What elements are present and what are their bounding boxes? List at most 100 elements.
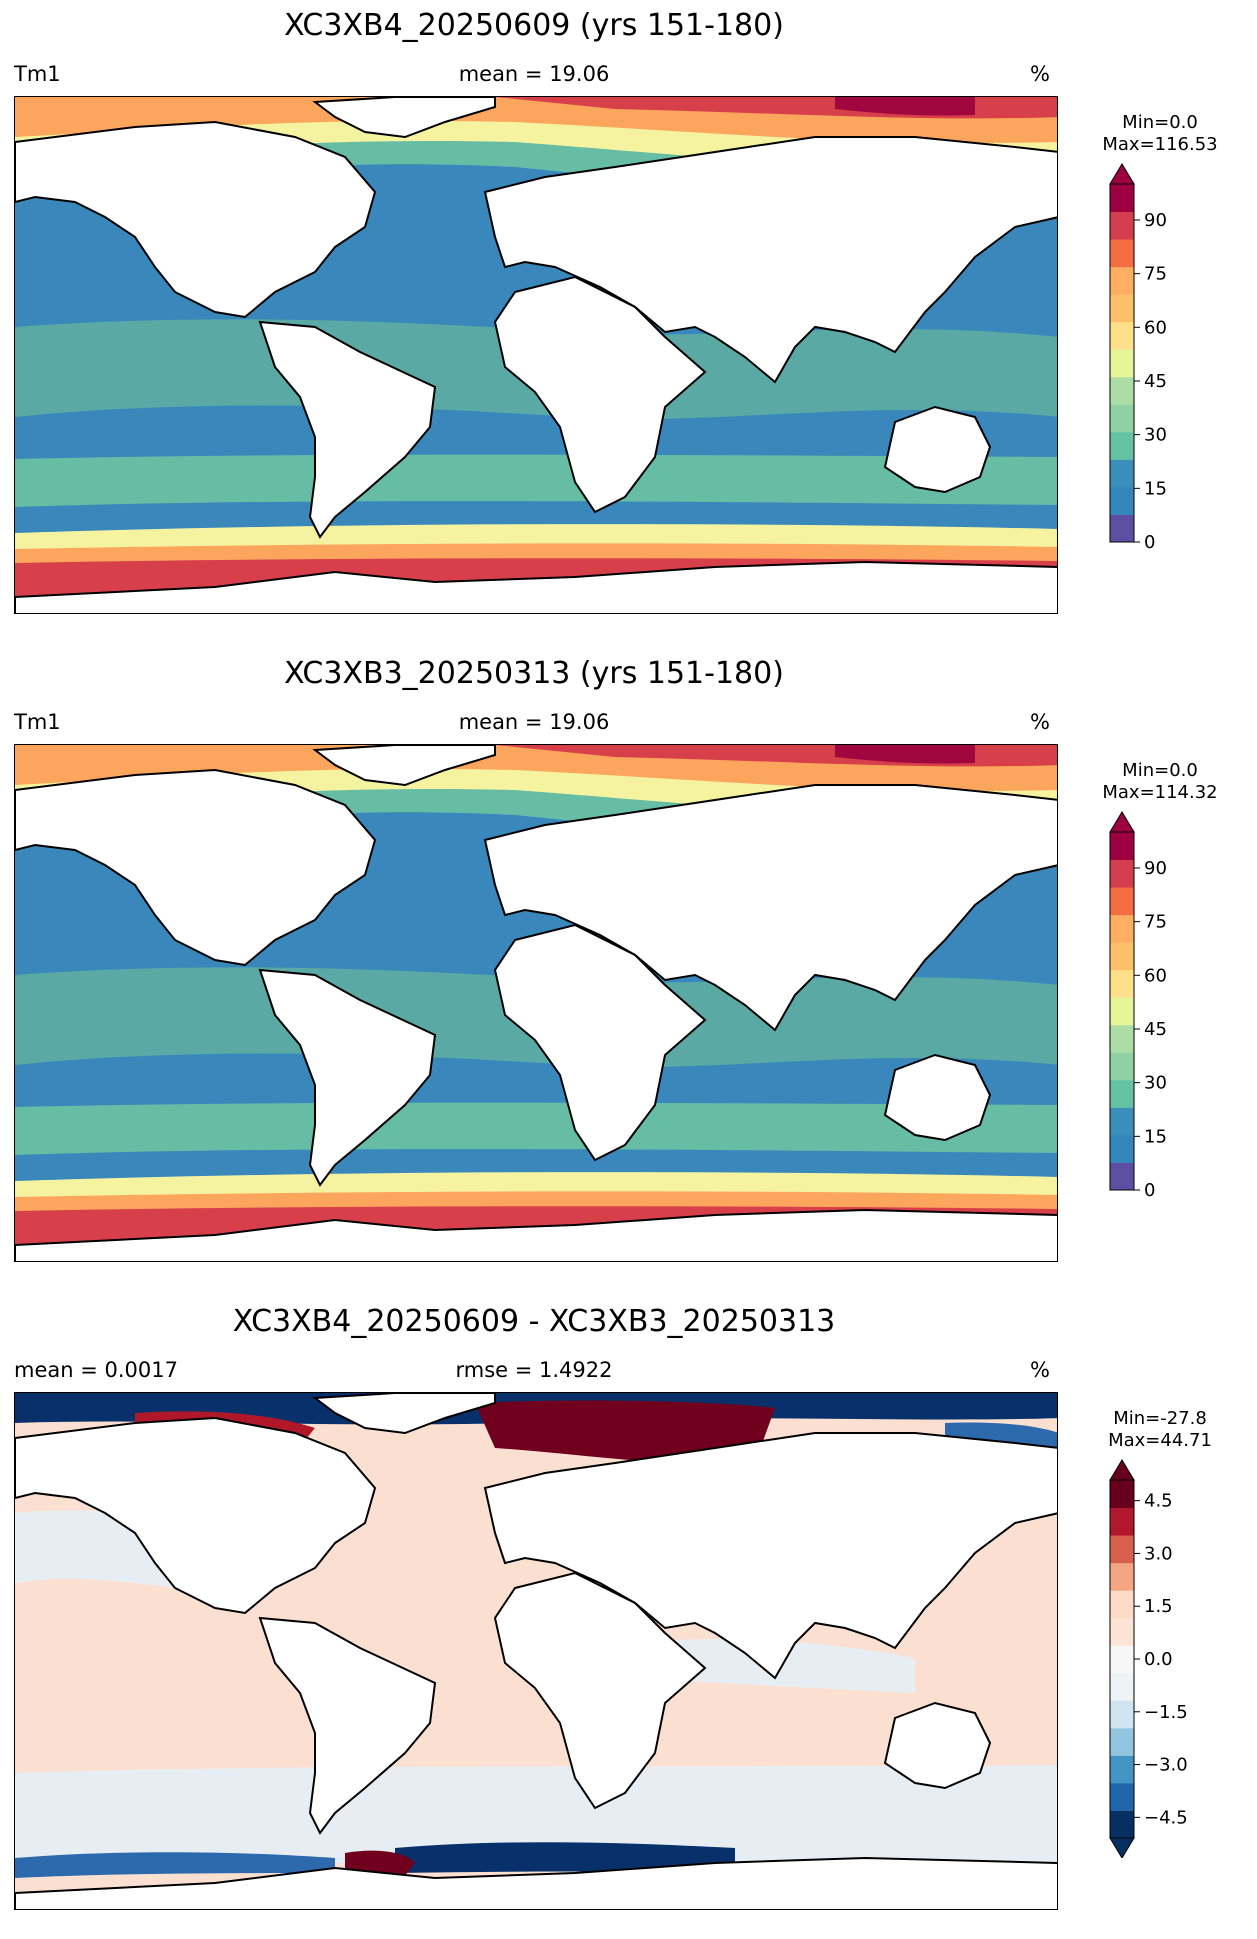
greenland (312, 1393, 496, 1435)
min-label: Min=0.0 (1122, 760, 1198, 781)
arctic-dark (835, 745, 975, 764)
diff-south-blue (15, 1852, 335, 1878)
colorbar-border (1109, 831, 1135, 1191)
units-label: % (1030, 1358, 1050, 1382)
colorbar-segment (1110, 459, 1134, 488)
rmse-label: rmse = 1.4922 (455, 1358, 613, 1382)
colorbar-segment (1110, 942, 1134, 971)
colorbar-extend-min (1109, 1837, 1135, 1858)
colorbar-segment (1110, 431, 1134, 460)
colorbar-segment (1110, 239, 1134, 268)
colorbar-segment (1110, 914, 1134, 943)
colorbar-tick-label: −4.5 (1144, 1807, 1188, 1828)
colorbar-segment (1110, 1507, 1134, 1536)
colorbar-segment (1110, 1480, 1134, 1509)
greenland (312, 97, 496, 139)
colorbar-segment (1110, 1134, 1134, 1163)
colorbar-tick-label: 60 (1144, 317, 1167, 338)
eurasia (483, 136, 1057, 384)
max-label: Max=44.71 (1108, 1430, 1212, 1451)
colorbar-segment (1110, 887, 1134, 916)
colorbar-extend-max (1109, 1459, 1135, 1481)
map-panel-2: XC3XB3_20250313 (yrs 151-180) Tm1 mean =… (0, 648, 1257, 1288)
colorbar-segment (1110, 321, 1134, 350)
colorbar-tick-label: 15 (1144, 478, 1167, 499)
colorbar-segment (1110, 1672, 1134, 1701)
antarctica (15, 560, 1057, 613)
antarctica (15, 1208, 1057, 1261)
colorbar-segment (1110, 1535, 1134, 1564)
colorbar-segment (1110, 969, 1134, 998)
colorbar: −4.5 −3.0 −1.5 0.0 1.5 3.0 4.5 (1109, 1459, 1188, 1858)
diff-south-darkblue (395, 1842, 735, 1873)
map-area (14, 1392, 1058, 1910)
north-america (15, 120, 377, 319)
map-panel-1: XC3XB4_20250609 (yrs 151-180) Tm1 mean =… (0, 0, 1257, 640)
colorbar-segment (1110, 997, 1134, 1026)
colorbar-segment (1110, 1810, 1134, 1839)
colorbar-tick-label: 90 (1144, 210, 1167, 231)
panel-title: XC3XB3_20250313 (yrs 151-180) (284, 656, 784, 691)
colorbar-segment (1110, 211, 1134, 240)
range-labels: Min=0.0 Max=116.53 (1090, 112, 1230, 156)
max-label: Max=114.32 (1102, 782, 1218, 803)
colorbar-tick-label: 90 (1144, 858, 1167, 879)
africa (493, 1571, 707, 1810)
australia (883, 405, 992, 494)
south-america (258, 1616, 437, 1835)
colorbar-segment (1110, 1727, 1134, 1756)
colorbar-segment (1110, 859, 1134, 888)
colorbar-segment (1110, 1700, 1134, 1729)
south-america (258, 320, 437, 539)
africa (493, 275, 707, 514)
map-field (15, 745, 1057, 1261)
arctic-dark (835, 97, 975, 116)
map-field (15, 1393, 1057, 1909)
colorbar: 0 15 30 45 60 75 90 (1109, 811, 1167, 1201)
colorbar-segment (1110, 1052, 1134, 1081)
colorbar-segment (1110, 832, 1134, 861)
colorbar-segment (1110, 1755, 1134, 1784)
colorbar-tick-label: 4.5 (1144, 1491, 1173, 1512)
diff-arctic-darkred (475, 1400, 775, 1465)
panel-title: XC3XB4_20250609 - XC3XB3_20250313 (232, 1304, 836, 1339)
colorbar-tick-label: 0.0 (1144, 1649, 1173, 1670)
continents (15, 97, 1057, 613)
eurasia (483, 1432, 1057, 1680)
map-panel-3: XC3XB4_20250609 - XC3XB3_20250313 mean =… (0, 1296, 1257, 1936)
min-label: Min=-27.8 (1113, 1408, 1207, 1429)
mean-label: mean = 0.0017 (14, 1358, 178, 1382)
colorbar-tick-label: 3.0 (1144, 1543, 1173, 1564)
colorbar-segment (1110, 1107, 1134, 1136)
colorbar-tick-label: 1.5 (1144, 1596, 1173, 1617)
colorbar-tick-label: −3.0 (1144, 1755, 1188, 1776)
units-label: % (1030, 62, 1050, 86)
min-label: Min=0.0 (1122, 112, 1198, 133)
australia (883, 1701, 992, 1790)
continents (15, 1393, 1057, 1909)
south-america (258, 968, 437, 1187)
colorbar-segment (1110, 266, 1134, 295)
colorbar-segment (1110, 184, 1134, 213)
diff-pale-south (15, 1765, 1057, 1863)
colorbar-border (1109, 183, 1135, 543)
max-label: Max=116.53 (1102, 134, 1218, 155)
colorbar-segment (1110, 349, 1134, 378)
colorbar-tick-label: 30 (1144, 1073, 1167, 1094)
colorbar-segment (1110, 1782, 1134, 1811)
colorbar-tick-label: −1.5 (1144, 1702, 1188, 1723)
colorbar-segment (1110, 1079, 1134, 1108)
units-label: % (1030, 710, 1050, 734)
australia (883, 1053, 992, 1142)
map-area (14, 744, 1058, 1262)
map-field (15, 97, 1057, 613)
colorbar-segment (1110, 486, 1134, 515)
colorbar-segment (1110, 1617, 1134, 1646)
colorbar-segment (1110, 1562, 1134, 1591)
colorbar-segment (1110, 376, 1134, 405)
colorbar-tick-label: 60 (1144, 965, 1167, 986)
colorbar-tick-label: 45 (1144, 1019, 1167, 1040)
colorbar-segment (1110, 294, 1134, 323)
colorbar-segment (1110, 1590, 1134, 1619)
colorbar-tick-label: 75 (1144, 912, 1167, 933)
